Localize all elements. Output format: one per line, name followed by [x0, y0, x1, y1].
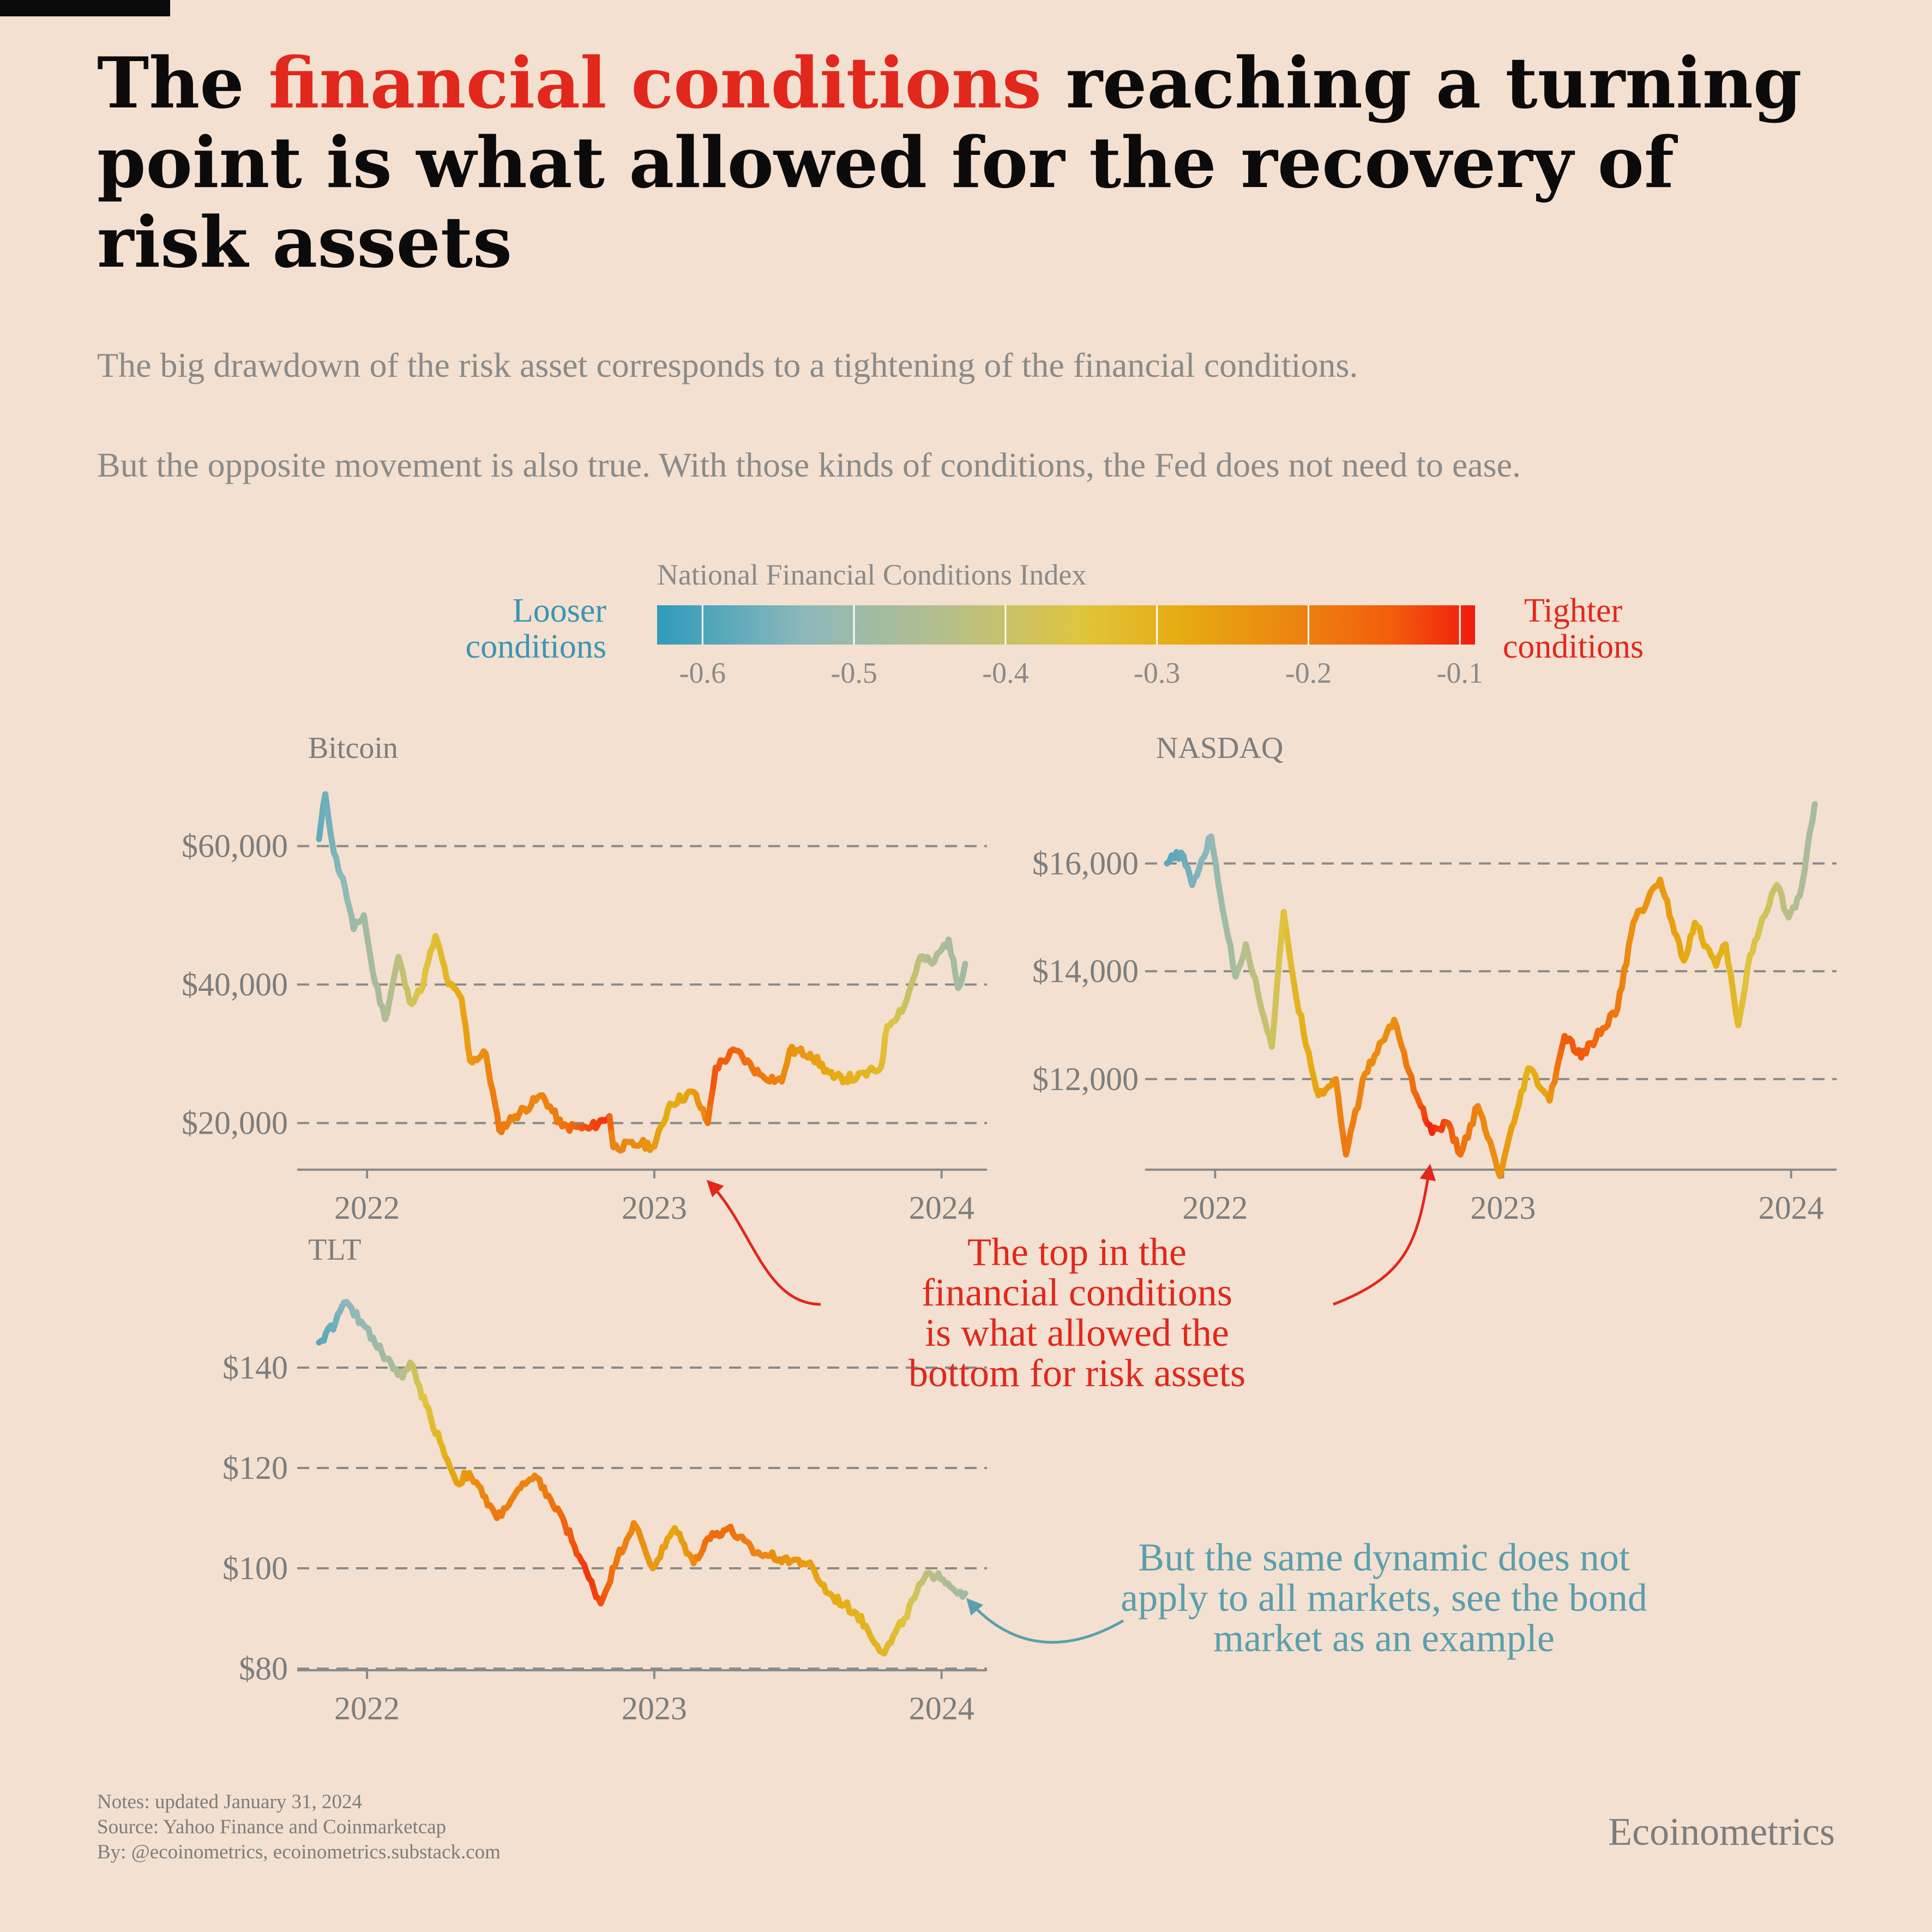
series-segment — [1273, 959, 1282, 993]
series-segment — [705, 1100, 714, 1126]
series-segment — [1213, 860, 1221, 886]
legend-tick-label: -0.3 — [1134, 657, 1180, 689]
legend-tick-label: -0.6 — [679, 657, 726, 689]
series-segment — [1271, 986, 1280, 1025]
series-segment — [1730, 989, 1739, 1015]
series-segment — [1298, 1012, 1307, 1037]
series-segment — [1742, 964, 1751, 989]
panel-bitcoin: Bitcoin $20,000 $40,000 $60,000 2022 2023 2024 — [182, 731, 987, 1226]
series-line-tlt — [316, 1299, 968, 1657]
footer: Notes: updated January 31, 2024 Source: … — [97, 1790, 501, 1865]
annotation-teal: But the same dynamic does not apply to al… — [966, 1536, 1647, 1660]
series-segment — [1285, 945, 1295, 970]
x-tick-label: 2023 — [622, 1690, 687, 1726]
title-part-1: The — [97, 43, 269, 124]
footer-notes: Notes: updated January 31, 2024 — [97, 1791, 363, 1813]
title-part-2: reaching a turning point is what allowed… — [97, 43, 1802, 284]
series-segment — [1333, 1076, 1341, 1101]
legend-tick-label: -0.2 — [1285, 657, 1332, 689]
y-tick-label: $140 — [222, 1350, 288, 1386]
series-segment — [1728, 971, 1736, 995]
legend-tick-label: -0.5 — [830, 657, 877, 689]
brand-logo-text: Ecoinometrics — [1608, 1810, 1835, 1853]
panel-nasdaq: NASDAQ $12,000 $14,000 $16,000 2022 2023 2024 — [1032, 731, 1837, 1226]
x-tick-label: 2022 — [334, 1190, 400, 1226]
y-tick-label: $20,000 — [182, 1105, 288, 1141]
footer-by: By: @ecoinometrics, ecoinometrics.substa… — [97, 1841, 501, 1863]
legend-colorbar — [657, 605, 1475, 645]
annotation-red: The top in the financial conditions is wha… — [706, 1164, 1436, 1395]
y-tick-label: $16,000 — [1032, 845, 1139, 881]
x-tick-label: 2023 — [622, 1190, 687, 1226]
series-line-nasdaq — [1164, 801, 1818, 1179]
y-tick-label: $14,000 — [1032, 953, 1139, 989]
series-segment — [1809, 801, 1818, 825]
series-segment — [1623, 942, 1632, 967]
legend-title: National Financial Conditions Index — [657, 558, 1086, 591]
series-segment — [959, 1590, 968, 1600]
chart-panels: Bitcoin $20,000 $40,000 $60,000 2022 2023 2024… — [182, 731, 1837, 1726]
series-segment — [960, 960, 968, 979]
series-segment — [1722, 941, 1731, 966]
series-segment — [1283, 926, 1292, 952]
series-segment — [880, 1033, 888, 1061]
series-segment — [1268, 1018, 1278, 1050]
chart-title: The financial conditions reaching a turn… — [97, 44, 1815, 282]
series-segment — [1275, 933, 1285, 965]
subtitle-line-1: The big drawdown of the risk asset corre… — [97, 346, 1358, 384]
tighter-conditions-label: Tighter conditions — [1503, 592, 1644, 665]
panel-title: Bitcoin — [308, 731, 398, 765]
x-tick-label: 2024 — [909, 1690, 974, 1726]
panel-tlt: TLT $80 $100 $120 $140 2022 2023 2024 — [222, 1233, 987, 1726]
legend-ticks: -0.6 -0.5 -0.4 -0.3 -0.2 -0.1 — [679, 605, 1483, 689]
series-line-bitcoin — [316, 791, 968, 1154]
color-legend: National Financial Conditions Index -0.6… — [466, 558, 1644, 689]
series-segment — [1280, 908, 1290, 933]
looser-conditions-label: Looser conditions — [466, 592, 607, 665]
x-tick-label: 2022 — [1182, 1190, 1248, 1226]
x-tick-label: 2022 — [334, 1690, 400, 1726]
y-tick-label: $12,000 — [1032, 1061, 1139, 1097]
y-tick-label: $60,000 — [182, 828, 288, 864]
annotation-red-text: The top in the financial conditions is wha… — [908, 1230, 1245, 1395]
legend-tick-label: -0.4 — [982, 657, 1028, 689]
panel-title: NASDAQ — [1156, 731, 1283, 765]
x-tick-label: 2024 — [909, 1190, 974, 1226]
series-segment — [1619, 965, 1628, 990]
legend-tick-label: -0.1 — [1436, 657, 1483, 689]
y-tick-label: $40,000 — [182, 967, 288, 1003]
title-highlight: financial conditions — [268, 43, 1042, 124]
y-tick-label: $80 — [239, 1651, 288, 1687]
subtitle-line-2: But the opposite movement is also true. … — [97, 446, 1521, 484]
series-segment — [462, 1024, 471, 1050]
series-segment — [1802, 846, 1810, 873]
annotation-teal-text: But the same dynamic does not apply to al… — [1121, 1536, 1647, 1660]
top-accent-bar — [0, 0, 170, 16]
series-segment — [1335, 1094, 1344, 1124]
x-tick-label: 2024 — [1759, 1190, 1824, 1226]
series-segment — [1227, 942, 1236, 969]
annotation-red-arrow-right — [1333, 1164, 1436, 1306]
annotation-teal-arrow — [966, 1598, 1124, 1644]
series-segment — [710, 1064, 719, 1091]
panel-title: TLT — [308, 1233, 361, 1267]
y-tick-label: $100 — [222, 1550, 288, 1586]
annotation-red-arrow-left — [706, 1179, 821, 1306]
y-tick-label: $120 — [222, 1450, 288, 1486]
x-tick-label: 2023 — [1470, 1190, 1536, 1226]
footer-source: Source: Yahoo Finance and Coinmarketcap — [97, 1816, 447, 1838]
